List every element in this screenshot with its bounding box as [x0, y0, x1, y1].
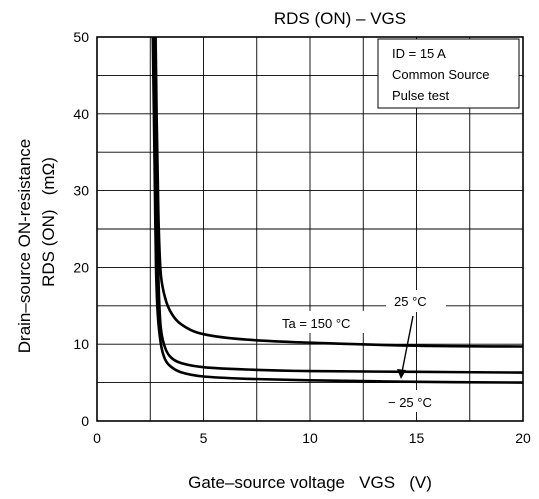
- series-line-1: [153, 36, 524, 374]
- conditions-box-frame: [377, 38, 520, 109]
- y-tick-label: 0: [81, 413, 89, 429]
- y-tick-label: 30: [73, 183, 89, 199]
- y-axis-title-line1: Drain–source ON-resistance: [15, 139, 34, 353]
- curve-layer: [151, 36, 524, 384]
- conditions-box: ID = 15 A Common Source Pulse test: [377, 38, 520, 109]
- x-tick-label: 5: [200, 430, 208, 446]
- series-label-25c: 25 °C: [394, 294, 427, 309]
- condition-circuit: Common Source: [392, 67, 490, 82]
- label-bg-25: [386, 290, 446, 312]
- tick-layer: 0 5 10 15 20 0 10 20 30 40 50: [73, 29, 531, 446]
- series-line-2: [151, 36, 524, 384]
- plot-frame: [96, 36, 524, 422]
- series-label-150c: Ta = 150 °C: [282, 316, 350, 331]
- series-labels: Ta = 150 °C 25 °C − 25 °C: [270, 290, 446, 412]
- condition-current: ID = 15 A: [392, 46, 446, 61]
- label-bg-minus25: [380, 390, 446, 412]
- series-label-25c-arrowhead: [397, 369, 406, 379]
- series-label-25c-arrow: [401, 315, 414, 373]
- x-axis-title: Gate–source voltage VGS (V): [188, 473, 432, 492]
- y-tick-label: 10: [73, 336, 89, 352]
- label-bg-150: [270, 311, 392, 333]
- x-tick-label: 10: [302, 430, 318, 446]
- condition-test: Pulse test: [392, 88, 449, 103]
- x-tick-label: 20: [515, 430, 531, 446]
- y-axis-title-line2: RDS (ON) (mΩ): [39, 157, 58, 287]
- series-label-minus25c: − 25 °C: [388, 395, 432, 410]
- x-tick-label: 15: [409, 430, 425, 446]
- chart-title: RDS (ON) – VGS: [274, 9, 406, 28]
- y-tick-label: 20: [73, 259, 89, 275]
- y-tick-label: 50: [73, 29, 89, 45]
- y-tick-label: 40: [73, 106, 89, 122]
- x-tick-label: 0: [93, 430, 101, 446]
